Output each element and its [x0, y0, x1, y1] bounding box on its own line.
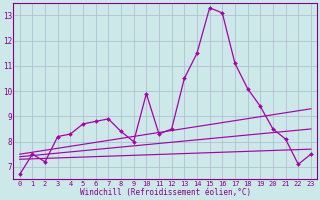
X-axis label: Windchill (Refroidissement éolien,°C): Windchill (Refroidissement éolien,°C) [80, 188, 251, 197]
